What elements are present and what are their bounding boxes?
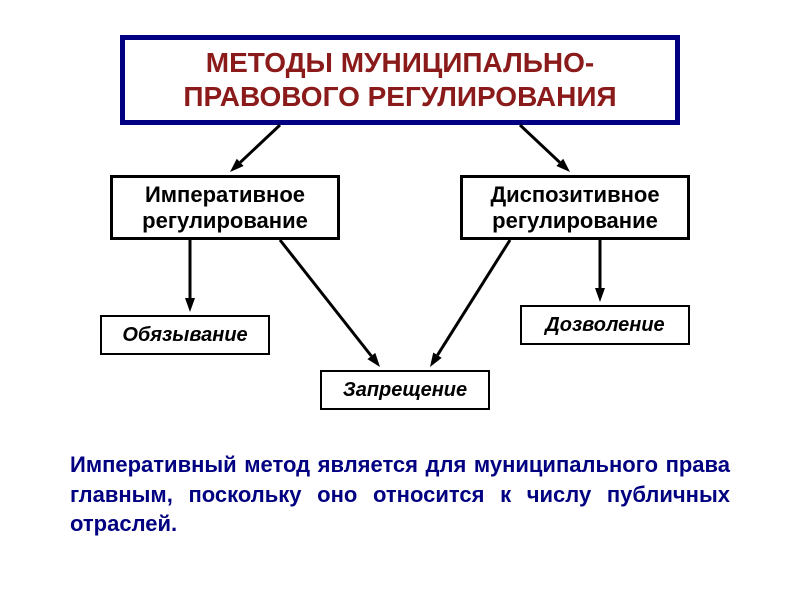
dispositive-box: Диспозитивное регулирование <box>460 175 690 240</box>
title-text: МЕТОДЫ МУНИЦИПАЛЬНО-ПРАВОВОГО РЕГУЛИРОВА… <box>125 46 675 113</box>
bottom-text: Императивный метод является для муниципа… <box>70 452 730 536</box>
forbid-box: Запрещение <box>320 370 490 410</box>
imperative-text: Императивное регулирование <box>113 182 337 233</box>
forbid-text: Запрещение <box>343 379 467 402</box>
dispositive-text: Диспозитивное регулирование <box>463 182 687 233</box>
imperative-box: Императивное регулирование <box>110 175 340 240</box>
bottom-paragraph: Императивный метод является для муниципа… <box>70 450 730 539</box>
oblige-text: Обязывание <box>122 324 247 347</box>
permit-text: Дозволение <box>545 314 664 337</box>
title-box: МЕТОДЫ МУНИЦИПАЛЬНО-ПРАВОВОГО РЕГУЛИРОВА… <box>120 35 680 125</box>
permit-box: Дозволение <box>520 305 690 345</box>
oblige-box: Обязывание <box>100 315 270 355</box>
